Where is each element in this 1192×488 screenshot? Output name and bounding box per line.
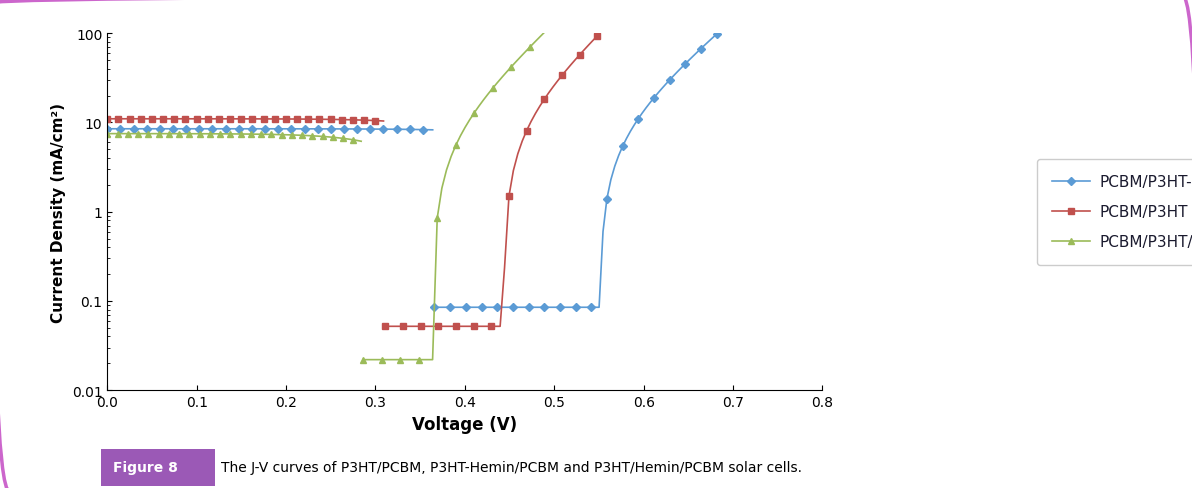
PCBM/P3HT-Hemin: [294, 127, 309, 133]
Line: PCBM/P3HT/Hemin: PCBM/P3HT/Hemin: [105, 132, 364, 145]
Line: PCBM/P3HT-Hemin: PCBM/P3HT-Hemin: [105, 127, 435, 133]
PCBM/P3HT/Hemin: [334, 136, 348, 142]
Text: The J-V curves of P3HT/PCBM, P3HT-Hemin/PCBM and P3HT/Hemin/PCBM solar cells.: The J-V curves of P3HT/PCBM, P3HT-Hemin/…: [221, 461, 801, 474]
PCBM/P3HT-Hemin: [268, 126, 283, 132]
PCBM/P3HT/Hemin: [252, 132, 266, 138]
PCBM/P3HT: [354, 118, 368, 124]
FancyBboxPatch shape: [101, 449, 215, 486]
PCBM/P3HT/Hemin: [100, 131, 114, 137]
PCBM/P3HT: [100, 117, 114, 122]
X-axis label: Voltage (V): Voltage (V): [412, 415, 517, 433]
PCBM/P3HT-Hemin: [100, 126, 114, 132]
PCBM/P3HT: [153, 117, 167, 122]
PCBM/P3HT: [265, 117, 279, 122]
PCBM/P3HT-Hemin: [162, 126, 176, 132]
PCBM/P3HT/Hemin: [341, 137, 355, 142]
PCBM/P3HT/Hemin: [159, 131, 173, 137]
Legend: PCBM/P3HT-Hemin, PCBM/P3HT, PCBM/P3HT/Hemin: PCBM/P3HT-Hemin, PCBM/P3HT, PCBM/P3HT/He…: [1037, 160, 1192, 265]
Line: PCBM/P3HT: PCBM/P3HT: [105, 117, 386, 124]
PCBM/P3HT/Hemin: [231, 132, 246, 138]
PCBM/P3HT-Hemin: [399, 127, 414, 133]
PCBM/P3HT: [362, 118, 377, 124]
PCBM/P3HT/Hemin: [354, 139, 368, 145]
PCBM/P3HT-Hemin: [426, 128, 440, 134]
PCBM/P3HT-Hemin: [409, 127, 423, 133]
PCBM/P3HT/Hemin: [149, 131, 163, 137]
Text: Figure 8: Figure 8: [113, 461, 178, 474]
PCBM/P3HT: [377, 119, 391, 124]
Y-axis label: Current Density (mA/cm²): Current Density (mA/cm²): [51, 102, 66, 322]
PCBM/P3HT: [164, 117, 179, 122]
PCBM/P3HT-Hemin: [175, 126, 190, 132]
PCBM/P3HT: [242, 117, 256, 122]
